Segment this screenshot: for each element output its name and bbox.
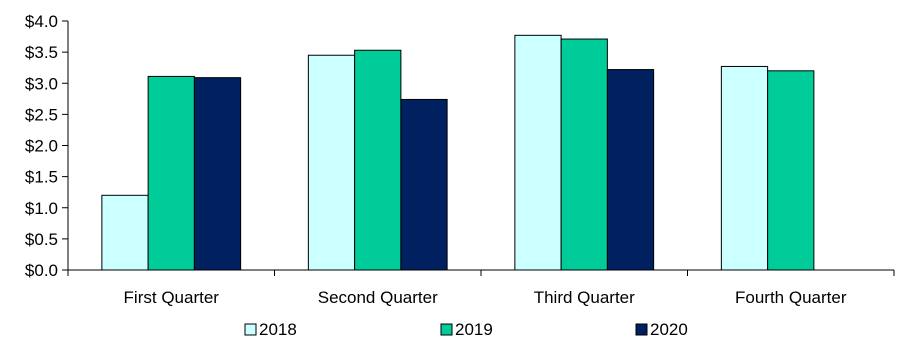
y-tick-label: $3.0 <box>25 74 58 93</box>
bar-2019-2 <box>560 38 608 271</box>
bar-2018-3 <box>720 65 769 271</box>
legend: 2018 2019 2020 <box>244 320 688 339</box>
y-tick-label: $4.0 <box>25 12 58 31</box>
x-category-label: Third Quarter <box>534 288 635 307</box>
bars <box>101 34 815 271</box>
legend-item-2020: 2020 <box>635 320 688 339</box>
y-tick-label: $2.5 <box>25 105 58 124</box>
bar-2019-0 <box>147 75 195 271</box>
legend-label: 2020 <box>650 320 688 339</box>
bar-2018-1 <box>307 54 356 271</box>
bar-2018-0 <box>101 194 149 271</box>
legend-item-2019: 2019 <box>440 320 493 339</box>
legend-swatch <box>440 323 453 336</box>
y-tick-label: $0.0 <box>25 261 58 280</box>
legend-label: 2019 <box>455 320 493 339</box>
bar-2020-1 <box>400 98 448 271</box>
y-axis: $0.0 $0.5 $1.0 $1.5 $2.0 $2.5 $3.0 $3.5 $4.0 <box>25 12 69 280</box>
legend-swatch <box>244 323 257 336</box>
bar-2019-1 <box>354 49 402 271</box>
x-category-label: Fourth Quarter <box>735 288 847 307</box>
y-tick-label: $1.0 <box>25 199 58 218</box>
legend-label: 2018 <box>259 320 297 339</box>
y-tick-label: $3.5 <box>25 43 58 62</box>
bar-2019-3 <box>767 70 815 271</box>
x-category-label: First Quarter <box>124 288 220 307</box>
y-tick-label: $1.5 <box>25 168 58 187</box>
legend-item-2018: 2018 <box>244 320 297 339</box>
bar-2020-0 <box>193 77 242 271</box>
y-tick-label: $0.5 <box>25 230 58 249</box>
x-axis: First Quarter Second Quarter Third Quarter… <box>67 269 895 307</box>
x-category-label: Second Quarter <box>318 288 438 307</box>
bar-2020-2 <box>606 69 655 271</box>
y-tick-label: $2.0 <box>25 137 58 156</box>
bar-2018-2 <box>514 34 562 271</box>
legend-swatch <box>635 323 648 336</box>
